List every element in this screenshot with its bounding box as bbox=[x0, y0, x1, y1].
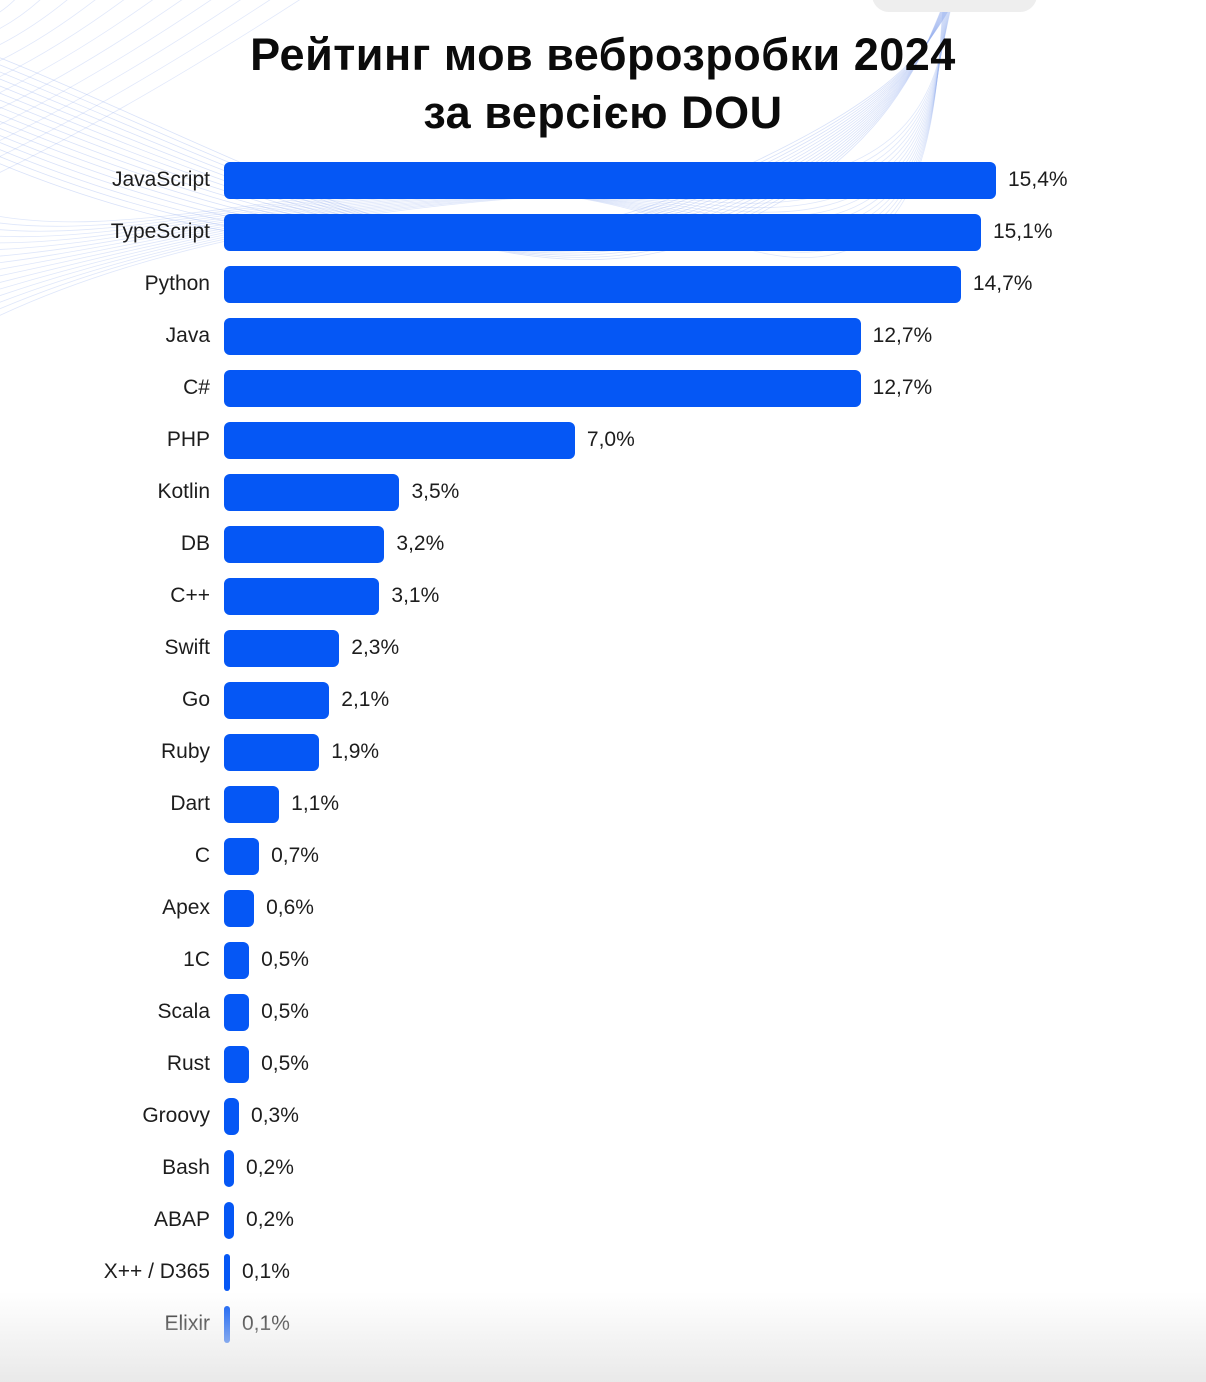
bar bbox=[224, 889, 255, 927]
bar-row: C 0,7% bbox=[0, 830, 1206, 882]
bar-label: TypeScript bbox=[110, 220, 210, 243]
bar bbox=[224, 1149, 235, 1187]
bar-row: JavaScript 15,4% bbox=[0, 154, 1206, 206]
bar-row: TypeScript 15,1% bbox=[0, 206, 1206, 258]
bar-label: C++ bbox=[170, 584, 210, 607]
bar-label: Groovy bbox=[142, 1104, 210, 1127]
bar bbox=[224, 577, 380, 615]
bar-value: 3,2% bbox=[396, 532, 445, 555]
bar bbox=[224, 681, 330, 719]
bar bbox=[224, 213, 981, 251]
bar-value: 0,5% bbox=[261, 1000, 309, 1023]
bar-label: Kotlin bbox=[157, 480, 210, 503]
chart-title: Рейтинг мов веброзробки 2024 за версією D… bbox=[0, 26, 1206, 141]
bar bbox=[224, 629, 340, 667]
bar-value: 0,6% bbox=[266, 896, 314, 919]
bar-value: 1,9% bbox=[331, 740, 380, 763]
bar-row: 1C 0,5% bbox=[0, 934, 1206, 986]
decorative-blob bbox=[872, 0, 1037, 12]
bar-value: 0,5% bbox=[261, 1052, 309, 1075]
bar-value: 15,4% bbox=[1008, 168, 1068, 191]
chart-title-line1: Рейтинг мов веброзробки 2024 bbox=[250, 29, 956, 80]
bar-label: Ruby bbox=[160, 740, 210, 763]
bar bbox=[224, 837, 260, 875]
chart-title-line2: за версією DOU bbox=[423, 86, 783, 138]
bar-label: Scala bbox=[157, 1000, 210, 1023]
bar bbox=[224, 733, 320, 771]
bar-label: Bash bbox=[162, 1156, 210, 1179]
bar-row: DB 3,2% bbox=[0, 518, 1206, 570]
bar bbox=[224, 785, 280, 823]
bar-label: Python bbox=[144, 272, 210, 295]
bar-label: Go bbox=[181, 688, 210, 711]
bar-label: C# bbox=[183, 376, 210, 399]
bar-label: Apex bbox=[162, 896, 210, 919]
bar-label: Dart bbox=[170, 792, 210, 815]
bar-value: 3,5% bbox=[411, 480, 460, 503]
bar-label: Swift bbox=[164, 636, 210, 659]
bar bbox=[224, 421, 575, 459]
bar bbox=[224, 993, 250, 1031]
bar bbox=[224, 369, 861, 407]
bar-row: Apex 0,6% bbox=[0, 882, 1206, 934]
bar-row: Go 2,1% bbox=[0, 674, 1206, 726]
bar-value: 14,7% bbox=[972, 272, 1033, 295]
bar-label: C bbox=[194, 844, 210, 867]
bar-value: 0,2% bbox=[246, 1208, 294, 1231]
bar-row: Scala 0,5% bbox=[0, 986, 1206, 1038]
bar-row: Groovy 0,3% bbox=[0, 1090, 1206, 1142]
bar-value: 0,7% bbox=[271, 844, 319, 867]
bar-label: ABAP bbox=[153, 1208, 210, 1231]
bar-row: ABAP 0,2% bbox=[0, 1194, 1206, 1246]
bar bbox=[224, 161, 996, 199]
bar-row: Java 12,7% bbox=[0, 310, 1206, 362]
bar-label: X++ / D365 bbox=[103, 1260, 210, 1283]
bar-label: 1C bbox=[183, 948, 210, 971]
bar-value: 3,1% bbox=[391, 584, 440, 607]
bar-row: C++ 3,1% bbox=[0, 570, 1206, 622]
bar-row: Bash 0,2% bbox=[0, 1142, 1206, 1194]
bar-row: Python 14,7% bbox=[0, 258, 1206, 310]
bar-row: Dart 1,1% bbox=[0, 778, 1206, 830]
bar bbox=[224, 317, 861, 355]
bar bbox=[224, 941, 250, 979]
bar bbox=[224, 525, 385, 563]
bar bbox=[224, 1253, 230, 1291]
bar-value: 7,0% bbox=[586, 428, 635, 451]
decorative-wave-line bbox=[0, 0, 15, 13]
bar-value: 15,1% bbox=[992, 220, 1053, 243]
bar-label: JavaScript bbox=[111, 168, 210, 191]
bar-label: DB bbox=[180, 532, 210, 555]
bar-value: 0,2% bbox=[246, 1156, 294, 1179]
bar-label: Rust bbox=[166, 1052, 210, 1075]
bar bbox=[224, 1097, 240, 1135]
bar-label: PHP bbox=[166, 428, 210, 451]
bar-value: 12,7% bbox=[872, 324, 933, 347]
bar bbox=[224, 1045, 250, 1083]
bar-row: Ruby 1,9% bbox=[0, 726, 1206, 778]
bar-label: Java bbox=[165, 324, 210, 347]
footer-gradient bbox=[0, 1292, 1206, 1382]
bar-value: 2,1% bbox=[341, 688, 390, 711]
bar bbox=[224, 265, 961, 303]
bar-row: PHP 7,0% bbox=[0, 414, 1206, 466]
bar-row: Kotlin 3,5% bbox=[0, 466, 1206, 518]
bar bbox=[224, 473, 400, 511]
bar-value: 0,5% bbox=[261, 948, 309, 971]
bar-row: Swift 2,3% bbox=[0, 622, 1206, 674]
bar-value: 2,3% bbox=[351, 636, 400, 659]
bar-value: 0,3% bbox=[251, 1104, 299, 1127]
bar-row: Rust 0,5% bbox=[0, 1038, 1206, 1090]
bar-value: 1,1% bbox=[291, 792, 340, 815]
bar-value: 12,7% bbox=[872, 376, 933, 399]
bar-value: 0,1% bbox=[242, 1260, 290, 1283]
bar-row: X++ / D365 0,1% bbox=[0, 1246, 1206, 1298]
bar-row: C# 12,7% bbox=[0, 362, 1206, 414]
bar bbox=[224, 1201, 235, 1239]
bar-chart: JavaScript 15,4% TypeScript 15,1% Python… bbox=[0, 154, 1206, 1350]
